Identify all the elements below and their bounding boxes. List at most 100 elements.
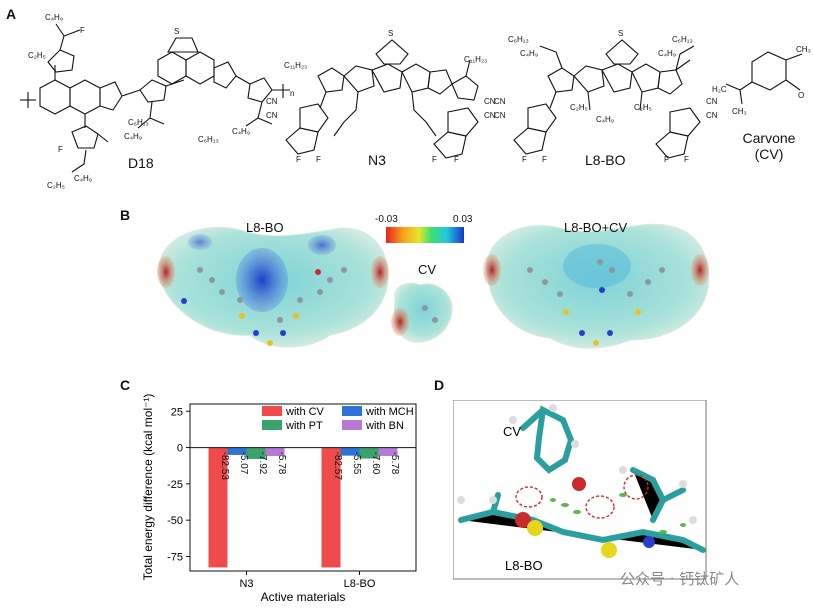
- label-carvone-name: Carvone: [742, 130, 796, 146]
- esp-map-l8bo-cv: [483, 223, 710, 349]
- d18-sub-c6h13-left: C₆H₁₃: [128, 118, 149, 127]
- chart-bar: [359, 447, 379, 459]
- chart-y-tick-label: -75: [167, 551, 183, 563]
- esp-title-cv: CV: [418, 262, 437, 277]
- chart-bar: [227, 447, 247, 455]
- n3-cn-2: CN: [266, 111, 278, 120]
- esp-map-cv: [391, 282, 453, 343]
- l8bo-atom-f-4: F: [684, 155, 689, 164]
- n3-atom-s-top: S: [388, 29, 393, 38]
- chart-data-label: -82.53: [219, 452, 230, 481]
- chart-legend-swatch: [342, 406, 362, 416]
- label-n3: N3: [368, 152, 386, 168]
- panel-d-label-cv: CV: [503, 424, 521, 439]
- panel-label-c: C: [120, 377, 131, 393]
- label-carvone-abbr: (CV): [754, 146, 784, 162]
- l8bo-sub-c4h9-left: C₄H₉: [520, 49, 538, 58]
- panel-b-esp-maps: [157, 223, 710, 349]
- chart-x-axis-label: Active materials: [261, 590, 346, 604]
- d18-repeat-n: n: [290, 89, 294, 98]
- d18-sub-c4h9-right: C₄H₉: [232, 127, 250, 136]
- chart-y-tick-label: -25: [167, 479, 183, 491]
- l8bo-cn-3: CN: [706, 97, 718, 106]
- panel-label-d: D: [434, 377, 445, 393]
- chart-legend-swatch: [262, 406, 282, 416]
- l8bo-atom-f-1: F: [522, 155, 527, 164]
- esp-map-l8bo: [157, 226, 389, 348]
- chart-data-label: -7.60: [370, 452, 381, 475]
- esp-title-l8bo: L8-BO: [246, 220, 284, 235]
- d18-atom-s-top: S: [174, 27, 179, 36]
- chart-legend-label: with MCH: [365, 406, 414, 418]
- chart-x-tick-label: N3: [239, 578, 253, 590]
- chart-bar: [378, 447, 398, 456]
- l8bo-sub-c6h13-right: C₆H₁₃: [672, 35, 693, 44]
- d18-sub-c4h9-bottom: C₄H₉: [74, 174, 92, 183]
- esp-color-scale: [386, 227, 464, 243]
- chart-legend: with CV with MCH with PT with BN: [262, 406, 414, 432]
- l8bo-sub-c6h13-left: C₆H₁₃: [508, 35, 529, 44]
- n3-sub-c11h23-right: C₁₁H₂₃: [464, 55, 487, 64]
- d18-atom-f-bottom: F: [58, 145, 63, 154]
- d18-sub-c2h5-top: C₂H₅: [28, 51, 46, 60]
- chart-y-axis-label: Total energy difference (kcal mol⁻¹): [141, 394, 155, 581]
- chart-data-label: -5.78: [276, 452, 287, 475]
- chart-legend-label: with CV: [285, 406, 325, 418]
- panel-d-interaction-view: CV L8-BO: [453, 400, 707, 580]
- chart-data-label: -5.78: [389, 452, 400, 475]
- chart-y-tick-label: -50: [167, 515, 183, 527]
- chart-bar: [321, 447, 341, 568]
- chart-data-label: -7.92: [257, 452, 268, 475]
- carvone-h2c: H₂C: [712, 85, 727, 94]
- n3-cn-3: CN: [484, 97, 496, 106]
- l8bo-atom-f-3: F: [664, 155, 669, 164]
- l8bo-sub-c2h5-left: C₂H₅: [570, 103, 588, 112]
- l8bo-atom-s-top: S: [618, 29, 623, 38]
- d18-sub-c4h9-top: C₄H₉: [45, 13, 63, 22]
- chart-bar: [265, 447, 285, 456]
- label-carvone: Carvone (CV): [740, 130, 798, 162]
- chart-legend-label: with PT: [285, 420, 323, 432]
- n3-structure: [285, 39, 479, 159]
- n3-cn-4: CN: [484, 111, 496, 120]
- l8bo-cn-1: CN: [494, 97, 506, 106]
- n3-atom-f-3: F: [432, 155, 437, 164]
- watermark-text: 公众号 · 钙钛矿人: [620, 570, 740, 588]
- panel-label-b: B: [120, 207, 131, 223]
- d18-atom-f-top: F: [80, 26, 85, 35]
- n3-sub-c11h23-left: C₁₁H₂₃: [284, 61, 307, 70]
- chart-data-label: -82.57: [332, 452, 343, 481]
- l8bo-sub-c2h5-right: C₂H₅: [634, 103, 652, 112]
- chart-y-tick-label: 25: [171, 406, 183, 418]
- chart-data-label: -5.55: [351, 452, 362, 475]
- esp-title-l8bo-cv: L8-BO+CV: [564, 220, 628, 235]
- n3-atom-f-2: F: [316, 155, 321, 164]
- carvone-ch3-bottom: CH₃: [732, 107, 747, 116]
- l8bo-sub-c4h9-mid: C₄H₉: [596, 115, 614, 124]
- chart-y-tick-label: 0: [177, 443, 183, 455]
- chart-legend-swatch: [342, 420, 362, 430]
- l8bo-atom-f-2: F: [542, 155, 547, 164]
- n3-atom-f-1: F: [296, 155, 301, 164]
- d18-sub-c4h9-mid: C₄H₉: [124, 132, 142, 141]
- d18-structure: [20, 23, 290, 173]
- panel-a-structures: C₄H₉ F C₂H₅ C₂H₅ C₄H₉ F C₄H₉ C₆H₁₃ C₆H₁₃…: [20, 13, 811, 190]
- panel-label-a: A: [6, 6, 17, 22]
- carvone-structure: [725, 51, 803, 105]
- l8bo-cn-4: CN: [706, 111, 718, 120]
- chart-data-label: -5.07: [238, 452, 249, 475]
- chart-bar: [340, 447, 360, 456]
- carvone-ch3-top: CH₃: [796, 45, 811, 54]
- d18-sub-c2h5-bottom: C₂H₅: [47, 181, 65, 190]
- chart-legend-swatch: [262, 420, 282, 430]
- d18-sub-c6h13-right: C₆H₁₃: [198, 135, 219, 144]
- l8bo-sub-c4h9-right: C₄H₉: [658, 49, 676, 58]
- esp-scale-min: -0.03: [375, 214, 398, 225]
- carvone-atom-o: O: [798, 91, 804, 100]
- chart-legend-label: with BN: [365, 420, 404, 432]
- label-l8bo: L8-BO: [585, 152, 626, 168]
- l8bo-structure: [513, 39, 701, 159]
- panel-c-bar-chart: 25 0 -25 -50 -75 N3 L8-BO -82.53 -5.07 -7.92 -5.7…: [141, 394, 417, 604]
- n3-cn-1: CN: [266, 97, 278, 106]
- chart-bar: [208, 447, 228, 568]
